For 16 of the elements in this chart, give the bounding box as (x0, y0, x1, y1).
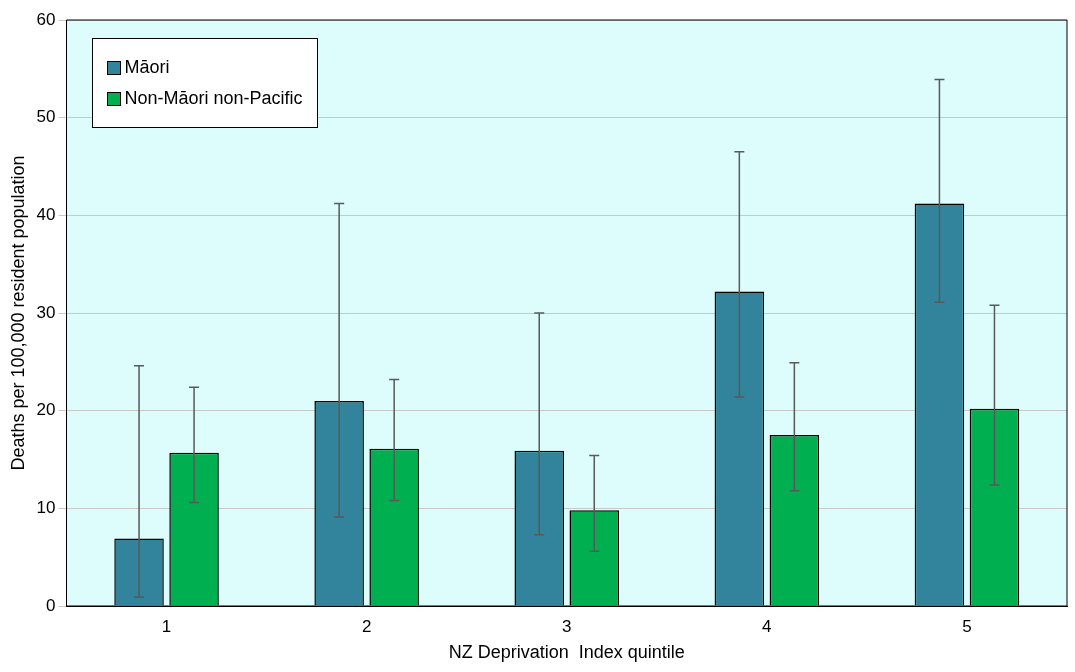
y-tick-label: 30 (36, 302, 56, 322)
legend-label: Non-Māori non-Pacific (124, 88, 303, 109)
x-axis-title: NZ Deprivation Index quintile (448, 642, 685, 663)
y-axis-title: Deaths per 100,000 resident population (7, 155, 28, 471)
y-tick-label: 10 (36, 498, 56, 518)
y-tick-label: 0 (46, 595, 56, 615)
x-tick-label: 1 (161, 616, 172, 636)
y-tick-label: 20 (36, 400, 56, 420)
x-tick-label: 5 (962, 616, 972, 636)
y-tick-label: 50 (36, 107, 56, 127)
x-tick-label: 3 (562, 616, 572, 636)
legend-label: Māori (124, 57, 170, 78)
x-tick-label: 2 (361, 616, 372, 636)
y-tick-label: 60 (36, 9, 56, 29)
x-tick-label: 4 (762, 616, 772, 636)
y-tick-label: 40 (36, 205, 56, 225)
